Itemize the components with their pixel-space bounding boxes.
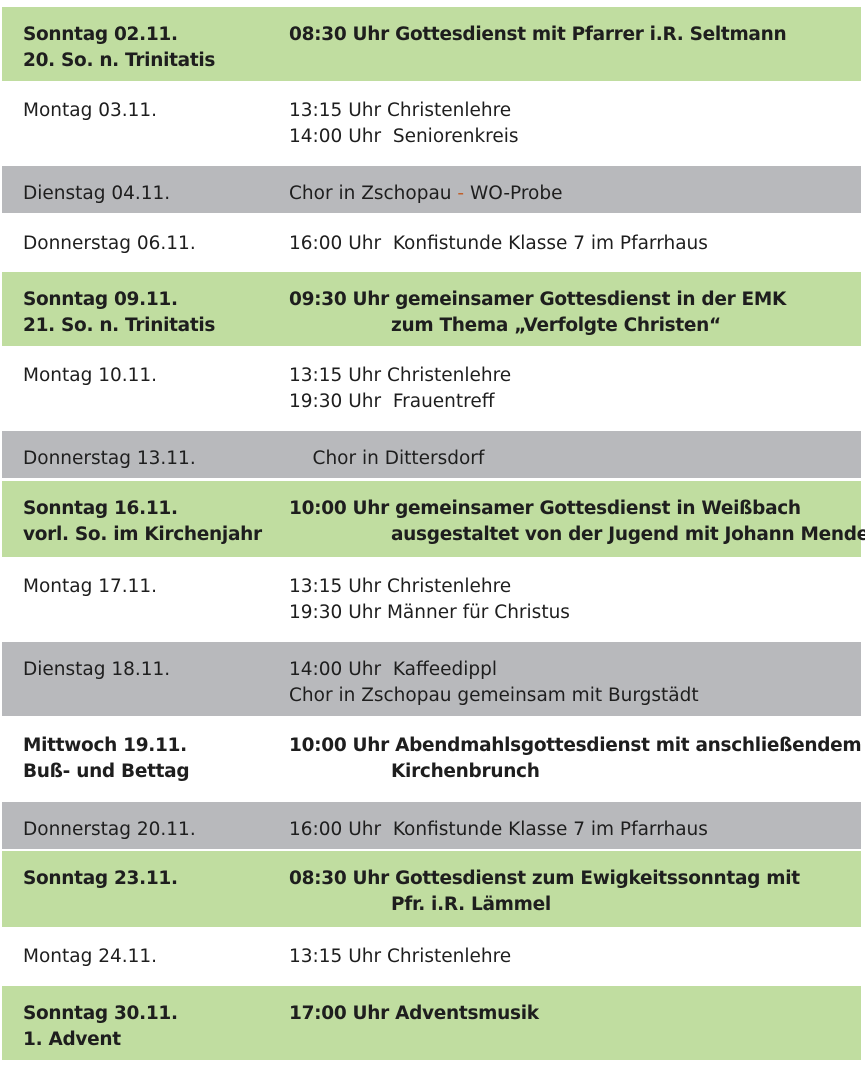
- event-cell: 13:15 Uhr Christenlehre 19:30 Uhr Frauent…: [289, 363, 511, 415]
- day-cell: Mittwoch 19.11. Buß- und Bettag: [23, 733, 190, 785]
- day-line: Montag 10.11.: [23, 365, 158, 386]
- event-cell: 10:00 Uhr Abendmahlsgottesdienst mit ans…: [289, 733, 862, 785]
- schedule-row: Montag 03.11. 13:15 Uhr Christenlehre 14:0…: [2, 83, 861, 165]
- day-cell: Donnerstag 13.11.: [23, 446, 196, 472]
- event-line: 10:00 Uhr Abendmahlsgottesdienst mit ans…: [289, 735, 862, 756]
- event-cell: 14:00 Uhr Kaffeedippl Chor in Zschopau ge…: [289, 657, 699, 709]
- day-cell: Sonntag 09.11. 21. So. n. Trinitatis: [23, 287, 215, 339]
- event-line: 14:00 Uhr Kaffeedippl: [289, 659, 497, 680]
- day-line: Montag 03.11.: [23, 100, 158, 121]
- day-cell: Donnerstag 06.11.: [23, 231, 196, 257]
- event-line: 09:30 Uhr gemeinsamer Gottesdienst in de…: [289, 289, 787, 310]
- event-cell: Chor in Dittersdorf: [289, 446, 485, 472]
- event-cell: 08:30 Uhr Gottesdienst mit Pfarrer i.R. …: [289, 22, 787, 48]
- schedule-row: Dienstag 18.11. 14:00 Uhr Kaffeedippl Chor…: [2, 642, 861, 716]
- event-cell: Chor in Zschopau - WO-Probe: [289, 181, 563, 207]
- day-line: Montag 24.11.: [23, 946, 158, 967]
- event-line: Pfr. i.R. Lämmel: [391, 894, 551, 915]
- day-line: Donnerstag 06.11.: [23, 233, 196, 254]
- event-cell: 16:00 Uhr Konfistunde Klasse 7 im Pfarrh…: [289, 231, 708, 257]
- day-cell: Sonntag 30.11. 1. Advent: [23, 1001, 178, 1053]
- day-cell: Dienstag 18.11.: [23, 657, 170, 683]
- event-line: 13:15 Uhr Christenlehre: [289, 100, 512, 121]
- schedule-row: Dienstag 04.11. Chor in Zschopau - WO-Pro…: [2, 166, 861, 213]
- day-line: Sonntag 23.11.: [23, 868, 178, 889]
- schedule-row: Montag 10.11. 13:15 Uhr Christenlehre 19:3…: [2, 348, 861, 430]
- day-cell: Montag 10.11.: [23, 363, 157, 389]
- day-line: Donnerstag 20.11.: [23, 819, 196, 840]
- event-line: 16:00 Uhr Konfistunde Klasse 7 im Pfarrh…: [289, 233, 708, 254]
- event-line: 14:00 Uhr Seniorenkreis: [289, 126, 519, 147]
- event-line: zum Thema „Verfolgte Christen“: [391, 315, 721, 336]
- event-line: Kirchenbrunch: [391, 761, 540, 782]
- day-cell: Dienstag 04.11.: [23, 181, 170, 207]
- day-line: Montag 17.11.: [23, 576, 158, 597]
- schedule-row: Mittwoch 19.11. Buß- und Bettag 10:00 Uhr …: [2, 718, 862, 800]
- schedule-row: Donnerstag 13.11. Chor in Dittersdorf: [2, 431, 861, 478]
- event-cell: 08:30 Uhr Gottesdienst zum Ewigkeitssonn…: [289, 866, 800, 918]
- event-line: 17:00 Uhr Adventsmusik: [289, 1003, 539, 1024]
- schedule-row: Sonntag 02.11. 20. So. n. Trinitatis 08:30…: [2, 7, 861, 81]
- event-line: 13:15 Uhr Christenlehre: [289, 365, 512, 386]
- event-line: 19:30 Uhr Frauentreff: [289, 391, 495, 412]
- day-line: Dienstag 04.11.: [23, 183, 171, 204]
- day-line: 1. Advent: [23, 1029, 121, 1050]
- day-cell: Montag 03.11.: [23, 98, 157, 124]
- schedule-row: Donnerstag 20.11. 16:00 Uhr Konfistunde K…: [2, 802, 861, 849]
- schedule-row: Sonntag 09.11. 21. So. n. Trinitatis 09:30…: [2, 272, 861, 346]
- event-line: ausgestaltet von der Jugend mit Johann M…: [391, 524, 865, 545]
- event-line: Chor in Zschopau gemeinsam mit Burgstädt: [289, 685, 699, 706]
- day-line: Mittwoch 19.11.: [23, 735, 187, 756]
- day-line: Sonntag 02.11.: [23, 24, 178, 45]
- schedule-row: Sonntag 16.11. vorl. So. im Kirchenjahr 10…: [2, 481, 865, 557]
- day-line: 20. So. n. Trinitatis: [23, 50, 216, 71]
- event-line: 16:00 Uhr Konfistunde Klasse 7 im Pfarrh…: [289, 819, 708, 840]
- day-cell: Montag 17.11.: [23, 574, 157, 600]
- event-cell: 13:15 Uhr Christenlehre: [289, 944, 511, 970]
- dash-separator: -: [457, 183, 465, 204]
- schedule-row: Montag 24.11. 13:15 Uhr Christenlehre: [2, 929, 861, 984]
- day-line: Sonntag 16.11.: [23, 498, 178, 519]
- event-cell: 09:30 Uhr gemeinsamer Gottesdienst in de…: [289, 287, 786, 339]
- event-line: Chor in Dittersdorf: [289, 448, 485, 469]
- event-cell: 13:15 Uhr Christenlehre 14:00 Uhr Seniore…: [289, 98, 519, 150]
- event-cell: 13:15 Uhr Christenlehre 19:30 Uhr Männer …: [289, 574, 570, 626]
- day-cell: Sonntag 23.11.: [23, 866, 178, 892]
- schedule-row: Montag 17.11. 13:15 Uhr Christenlehre 19:3…: [2, 559, 861, 641]
- day-cell: Donnerstag 20.11.: [23, 817, 196, 843]
- day-cell: Sonntag 02.11. 20. So. n. Trinitatis: [23, 22, 215, 74]
- event-line: 08:30 Uhr Gottesdienst mit Pfarrer i.R. …: [289, 24, 787, 45]
- event-cell: 17:00 Uhr Adventsmusik: [289, 1001, 539, 1027]
- day-line: Donnerstag 13.11.: [23, 448, 196, 469]
- schedule-row: Sonntag 30.11. 1. Advent 17:00 Uhr Advents…: [2, 986, 861, 1060]
- event-line: 10:00 Uhr gemeinsamer Gottesdienst in We…: [289, 498, 801, 519]
- event-line: 13:15 Uhr Christenlehre: [289, 576, 512, 597]
- schedule-row: Donnerstag 06.11. 16:00 Uhr Konfistunde K…: [2, 216, 861, 270]
- event-line: 13:15 Uhr Christenlehre: [289, 946, 512, 967]
- event-line: 08:30 Uhr Gottesdienst zum Ewigkeitssonn…: [289, 868, 800, 889]
- day-line: Dienstag 18.11.: [23, 659, 171, 680]
- day-line: 21. So. n. Trinitatis: [23, 315, 216, 336]
- event-cell: 10:00 Uhr gemeinsamer Gottesdienst in We…: [289, 496, 865, 548]
- event-cell: 16:00 Uhr Konfistunde Klasse 7 im Pfarrh…: [289, 817, 708, 843]
- event-line: 19:30 Uhr Männer für Christus: [289, 602, 570, 623]
- day-line: vorl. So. im Kirchenjahr: [23, 524, 262, 545]
- day-cell: Sonntag 16.11. vorl. So. im Kirchenjahr: [23, 496, 262, 548]
- day-line: Buß- und Bettag: [23, 761, 190, 782]
- day-line: Sonntag 30.11.: [23, 1003, 178, 1024]
- day-line: Sonntag 09.11.: [23, 289, 178, 310]
- day-cell: Montag 24.11.: [23, 944, 157, 970]
- event-line: Chor in Zschopau - WO-Probe: [289, 183, 563, 204]
- schedule-row: Sonntag 23.11. 08:30 Uhr Gottesdienst zum…: [2, 851, 861, 927]
